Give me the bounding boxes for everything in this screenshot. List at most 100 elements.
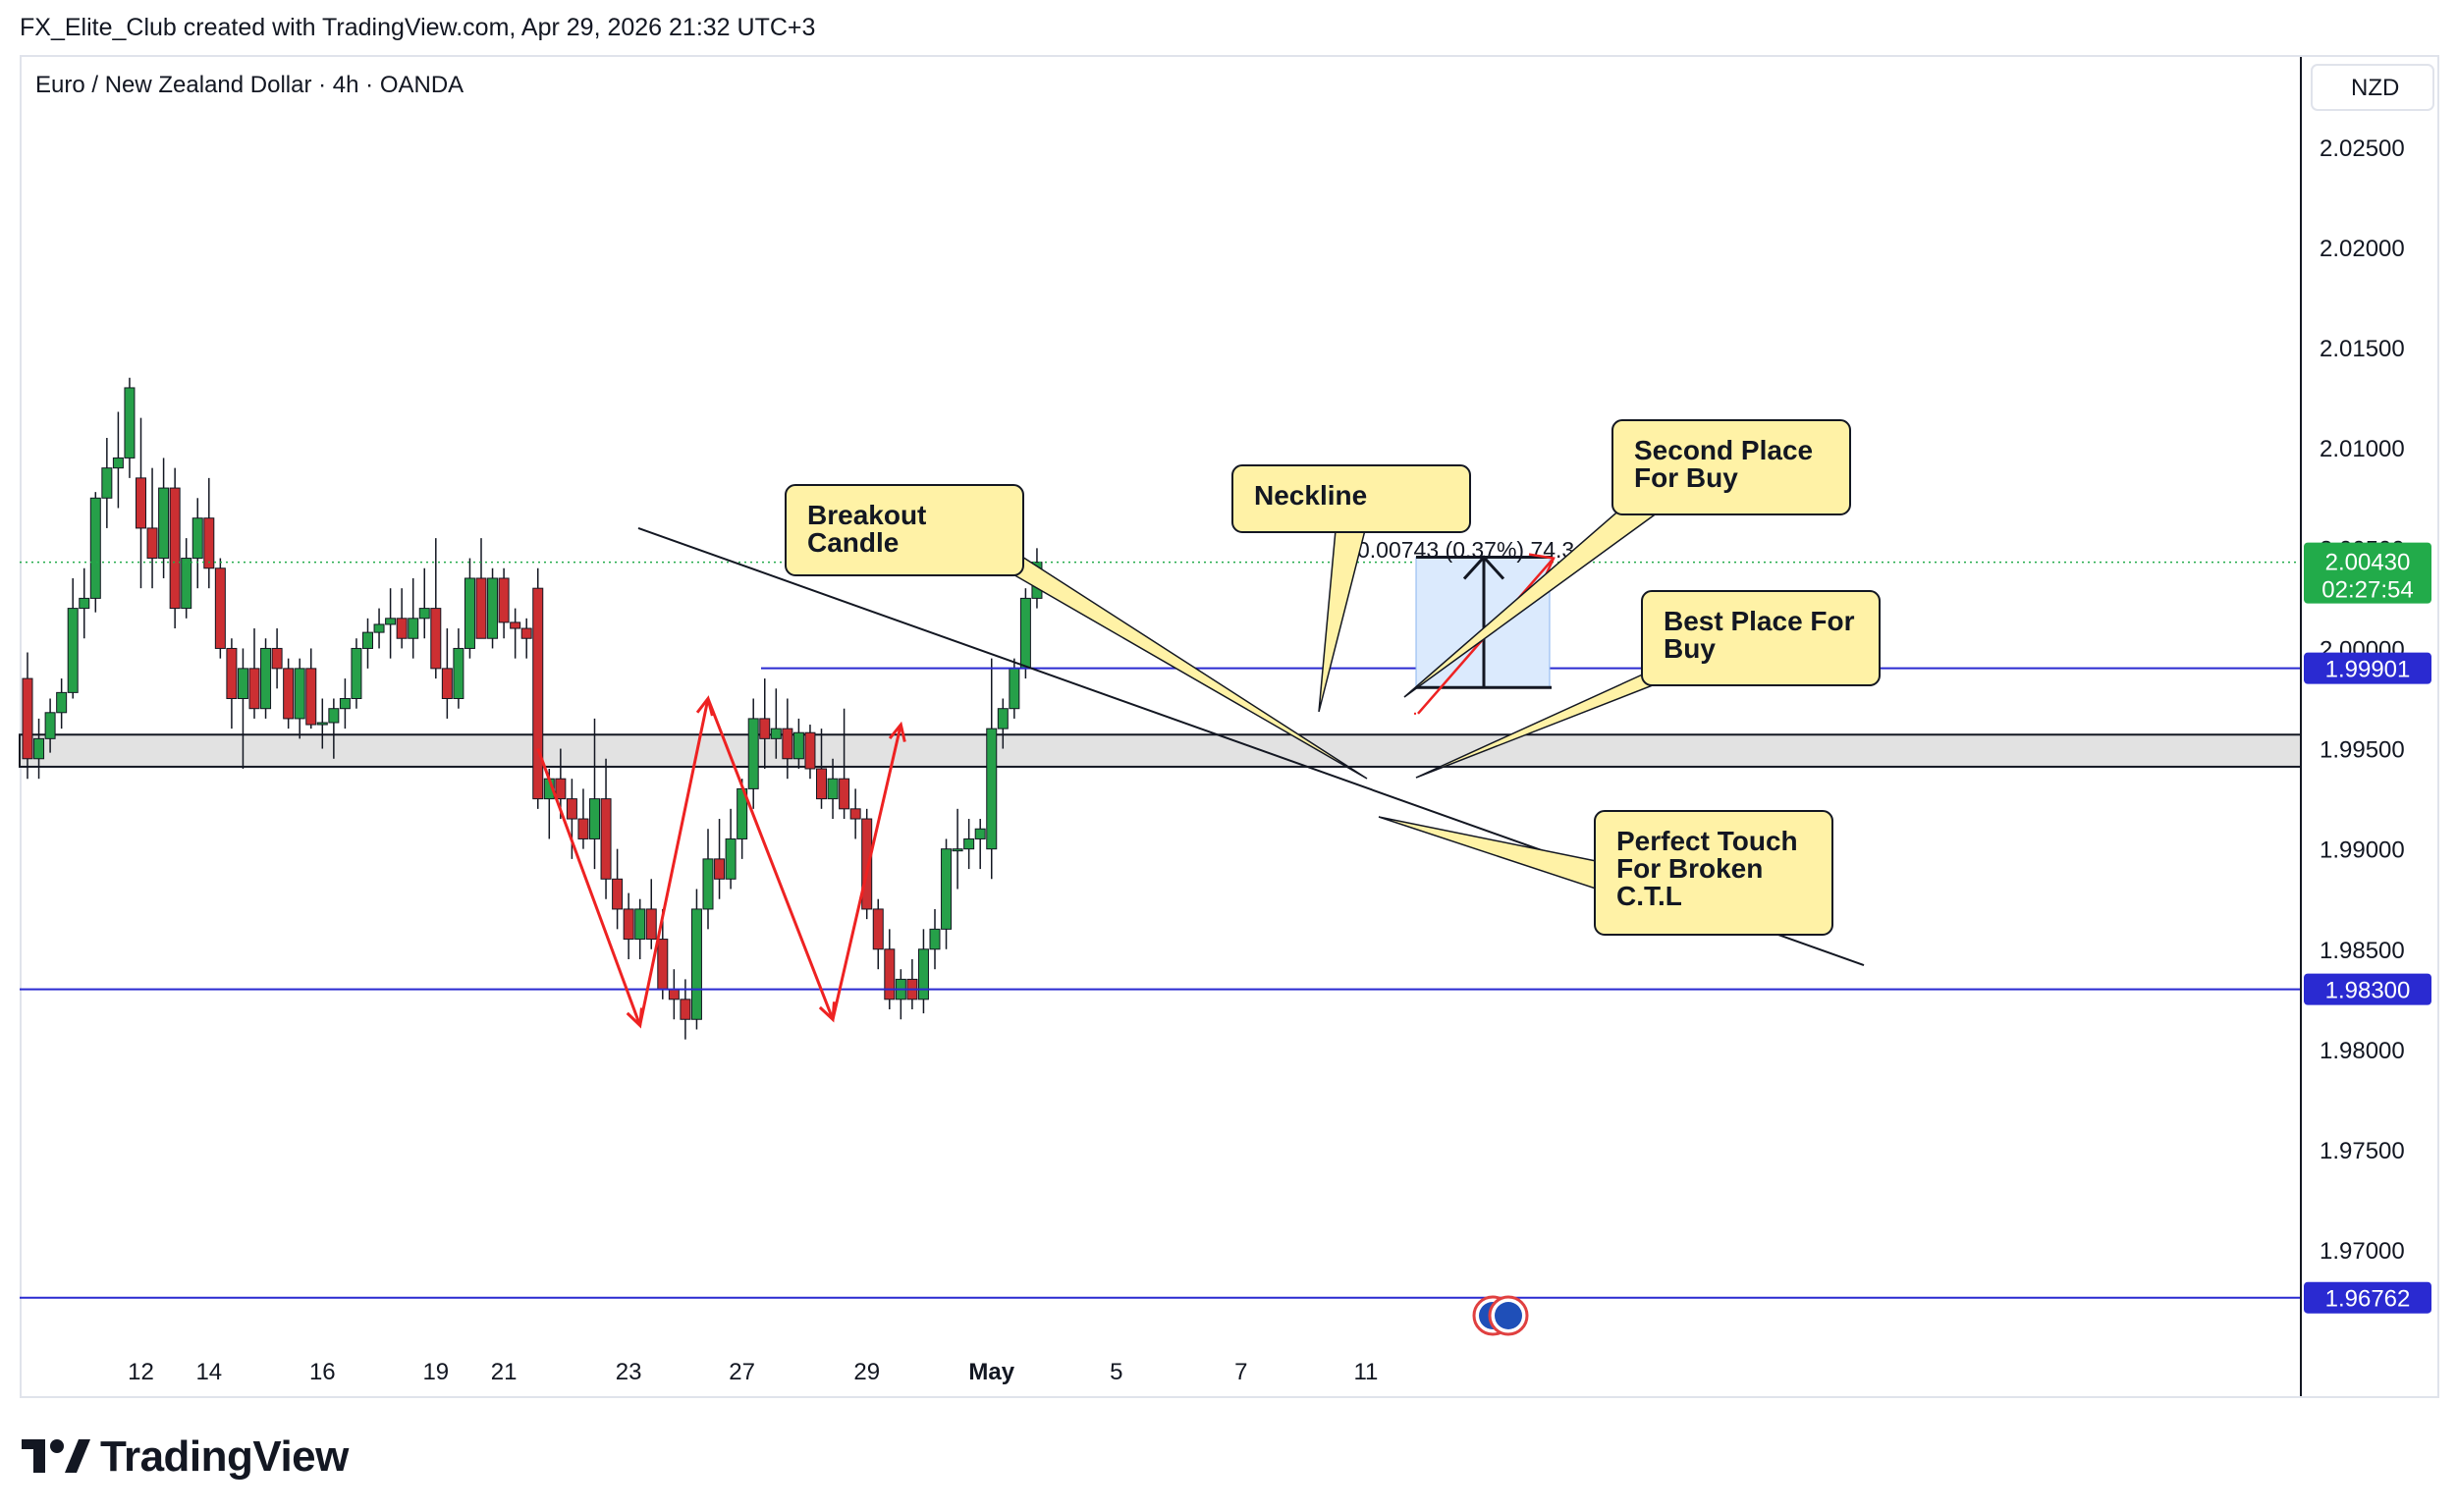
x-tick-label: 19: [422, 1359, 449, 1385]
candle-body: [520, 627, 532, 639]
currency-box[interactable]: NZD: [2311, 64, 2434, 111]
price-tag-label: 1.98300: [2325, 978, 2411, 1004]
zigzag-segment: [638, 698, 710, 1026]
candle: [668, 969, 680, 1020]
candle-body: [532, 587, 544, 800]
callout-box: [785, 484, 1024, 576]
candle: [589, 718, 600, 870]
candle-body: [680, 999, 691, 1020]
lines-layer: [20, 526, 2301, 1299]
candle-body: [782, 728, 793, 760]
candle-body: [430, 608, 442, 670]
candle-body: [725, 837, 737, 880]
candle-body: [339, 698, 351, 710]
candle-body: [623, 908, 634, 941]
current-price-label: 2.00430: [2325, 550, 2411, 576]
candle: [634, 898, 646, 959]
candle-body: [101, 467, 113, 499]
candle: [475, 538, 487, 639]
y-tick-label: 2.02500: [2320, 135, 2405, 162]
candle-body: [283, 668, 295, 720]
callout-box: [1231, 464, 1471, 533]
candle: [237, 648, 248, 769]
candle: [884, 929, 896, 1010]
candle: [792, 718, 804, 769]
zigzag-arrowhead: [888, 721, 906, 742]
candle-body: [351, 647, 362, 699]
zigzag-segment: [706, 697, 835, 1020]
tradingview-logo[interactable]: TradingView: [22, 1430, 349, 1485]
candle: [373, 608, 385, 649]
candle: [226, 638, 238, 729]
candle: [441, 628, 453, 719]
candle-body: [747, 718, 759, 789]
candle-body: [827, 778, 839, 800]
candle-body: [475, 577, 487, 639]
candle-body: [952, 848, 963, 852]
candle: [351, 638, 362, 709]
candle: [917, 929, 929, 1014]
candle: [645, 879, 657, 949]
candle: [248, 628, 260, 719]
candle: [56, 678, 68, 729]
x-tick-label: 16: [309, 1359, 336, 1385]
measure-label: 0.00743 (0.37%) 74.3: [1357, 537, 1574, 563]
candle-body: [770, 728, 782, 739]
callout-text: Perfect Touch: [1616, 826, 1798, 856]
y-tick-label: 1.97000: [2320, 1238, 2405, 1265]
candle: [487, 567, 499, 649]
candle: [906, 958, 918, 1010]
x-tick-label: 5: [1110, 1359, 1122, 1385]
candle: [532, 567, 544, 809]
current-price-bg: [2304, 542, 2431, 604]
candle: [181, 538, 192, 619]
candle: [271, 628, 283, 689]
candle-body: [974, 828, 986, 839]
candle-body: [33, 737, 45, 760]
candle-body: [248, 668, 260, 710]
candle: [22, 652, 33, 780]
candle-body: [112, 457, 124, 469]
callout-box: [1611, 419, 1851, 515]
candle-body: [89, 497, 101, 599]
callout-text: Second Place: [1634, 435, 1813, 465]
x-tick-label: 11: [1353, 1359, 1378, 1385]
candle-body: [237, 668, 248, 699]
candle-body: [408, 618, 419, 639]
price-tag-label: 1.96762: [2325, 1286, 2411, 1313]
candle: [974, 819, 986, 870]
candle-body: [589, 798, 600, 839]
callout-pointer: [1378, 816, 1611, 895]
candle-body: [373, 623, 385, 633]
candle: [997, 698, 1009, 749]
currency-label: NZD: [2351, 75, 2399, 101]
candle-body: [271, 647, 283, 670]
chart-frame: [20, 55, 2439, 1398]
candle: [725, 808, 737, 890]
y-tick-label: 1.99500: [2320, 737, 2405, 764]
candle: [839, 708, 850, 820]
candle-body: [634, 908, 646, 941]
candle-body: [510, 621, 521, 629]
candle-body: [487, 577, 499, 639]
candle: [136, 417, 146, 589]
candle-body: [861, 818, 873, 910]
annotation-layer: 0.00743 (0.37%) 74.3BreakoutCandleNeckli…: [536, 419, 1881, 1029]
zone-layer: [19, 733, 2302, 768]
callout-text: C.T.L: [1616, 881, 1682, 911]
candle: [339, 678, 351, 729]
candle-body: [645, 908, 657, 941]
callout-text: Buy: [1664, 633, 1716, 664]
candle-body: [612, 878, 624, 910]
tradingview-logo-icon: [22, 1439, 90, 1473]
candle: [498, 567, 510, 639]
candle: [385, 588, 397, 659]
zigzag-segment: [831, 724, 902, 1020]
candle-body: [657, 939, 669, 991]
candle-body: [872, 908, 884, 950]
